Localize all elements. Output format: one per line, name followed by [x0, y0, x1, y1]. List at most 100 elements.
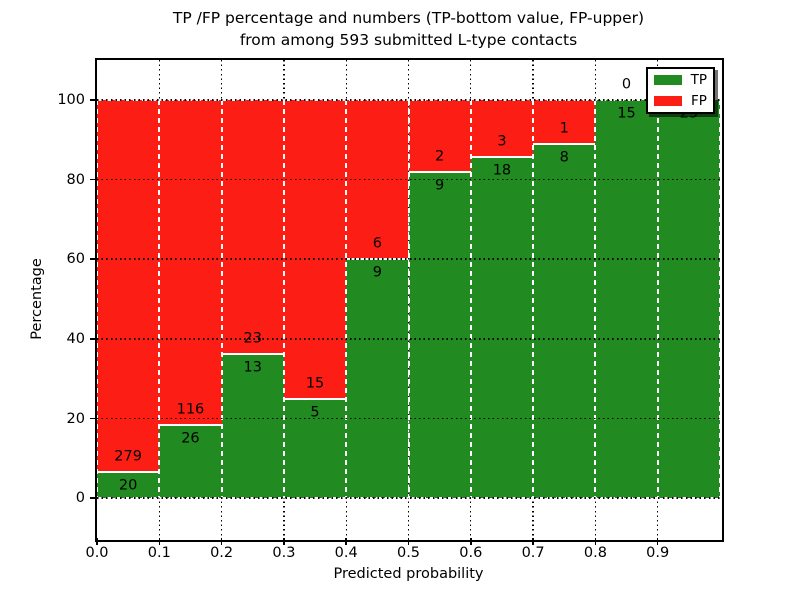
h-gridline — [97, 99, 720, 101]
bar-edge-separator — [158, 99, 161, 499]
y-tick-label: 0 — [75, 490, 85, 507]
legend-label-fp: FP — [691, 93, 707, 109]
x-tick-mark — [158, 538, 161, 545]
fp-bar-segment — [470, 99, 534, 157]
bar-edge-separator — [345, 99, 348, 499]
tp-bar-segment — [97, 471, 160, 499]
x-tick-label: 0.5 — [396, 545, 421, 561]
tp-bar-segment — [408, 172, 471, 499]
bar-boundary-edge — [533, 143, 596, 146]
fp-bar-segment — [533, 99, 596, 145]
tp-bar-segment — [221, 354, 284, 499]
x-tick-mark — [96, 538, 98, 545]
bar-edge-separator — [407, 99, 410, 499]
tp-count-label: 9 — [372, 264, 382, 281]
bar-boundary-edge — [221, 353, 284, 356]
x-tick-label: 0.1 — [147, 545, 171, 561]
fp-count-label: 0 — [621, 76, 632, 93]
fp-bar-segment — [221, 99, 284, 355]
tp-color-swatch — [654, 75, 682, 85]
y-tick-mark — [90, 497, 97, 499]
h-gridline — [97, 338, 720, 340]
h-gridline — [97, 497, 720, 499]
x-tick-mark — [283, 538, 285, 545]
tp-bar-segment — [283, 398, 347, 499]
fp-count-label: 15 — [305, 375, 325, 392]
bar-edge-separator — [656, 99, 659, 499]
bar-edge-separator — [532, 99, 535, 499]
legend: TP FP — [646, 67, 715, 114]
y-tick-mark — [90, 417, 97, 420]
h-gridline — [97, 178, 720, 181]
tp-count-label: 9 — [435, 177, 445, 194]
fp-bar-segment — [283, 99, 347, 399]
tp-bar-segment — [346, 259, 409, 499]
x-tick-label: 0.4 — [334, 545, 358, 561]
tp-count-label: 5 — [310, 404, 320, 421]
bar-edge-separator — [719, 99, 721, 499]
chart-title: TP /FP percentage and numbers (TP-bottom… — [172, 9, 645, 27]
bar-boundary-edge — [283, 397, 347, 400]
fp-count-label: 6 — [372, 235, 382, 252]
bar-edge-separator — [220, 99, 223, 499]
fp-count-label: 279 — [114, 448, 142, 465]
x-tick-label: 0.7 — [521, 545, 545, 561]
y-tick-mark — [90, 99, 97, 101]
bar-edge-separator — [282, 99, 285, 499]
y-tick-label: 100 — [57, 91, 85, 108]
x-tick-mark — [345, 538, 347, 545]
x-axis-label: Predicted probability — [333, 566, 484, 582]
chart-subtitle: from among 593 submitted L-type contacts — [239, 31, 578, 49]
tp-bar-segment — [657, 99, 720, 499]
tp-count-label: 15 — [617, 105, 636, 122]
x-tick-label: 0.2 — [210, 545, 234, 561]
y-tick-label: 40 — [66, 330, 85, 347]
x-tick-label: 0.6 — [459, 545, 483, 561]
fp-color-swatch — [654, 96, 682, 106]
fp-count-label: 23 — [243, 330, 262, 347]
y-tick-mark — [90, 258, 97, 260]
legend-item-fp: FP — [654, 94, 707, 108]
bar-edge-separator — [594, 99, 597, 499]
fp-count-label: 116 — [176, 401, 205, 418]
bar-edge-separator — [469, 99, 472, 499]
bar-boundary-edge — [159, 424, 222, 427]
y-tick-label: 20 — [66, 410, 85, 427]
fp-bar-segment — [159, 99, 222, 426]
chart-title-block: TP /FP percentage and numbers (TP-bottom… — [97, 7, 720, 51]
x-tick-label: 0.0 — [85, 545, 109, 561]
h-gridline — [97, 258, 720, 260]
fp-count-label: 1 — [559, 120, 569, 137]
bar-boundary-edge — [470, 155, 534, 158]
y-axis-label: Percentage — [29, 258, 45, 340]
tp-bar-segment — [470, 156, 534, 499]
fp-count-label: 3 — [497, 133, 507, 150]
x-tick-mark — [220, 538, 223, 545]
bar-edge-separator — [96, 99, 98, 499]
x-tick-label: 0.3 — [272, 545, 296, 561]
tp-count-label: 20 — [118, 477, 138, 494]
tp-count-label: 26 — [181, 430, 200, 447]
y-tick-label: 60 — [66, 251, 85, 268]
tp-bar-segment — [159, 425, 222, 499]
x-tick-mark — [407, 538, 410, 545]
x-tick-mark — [656, 538, 659, 545]
x-tick-label: 0.9 — [646, 545, 670, 561]
tp-count-label: 13 — [243, 359, 262, 376]
fp-bar-segment — [97, 99, 160, 472]
y-tick-mark — [90, 178, 97, 181]
tp-bar-segment — [595, 99, 658, 499]
y-tick-label: 80 — [66, 171, 85, 188]
x-tick-mark — [594, 538, 597, 545]
fp-bar-segment — [408, 99, 471, 173]
tp-count-label: 8 — [559, 149, 569, 166]
x-tick-mark — [532, 538, 534, 545]
y-tick-mark — [90, 338, 97, 340]
legend-item-tp: TP — [654, 73, 707, 87]
h-gridline — [97, 417, 720, 420]
bar-boundary-edge — [408, 171, 471, 174]
tp-bar-segment — [533, 144, 596, 499]
x-tick-mark — [470, 538, 472, 545]
tp-count-label: 18 — [492, 162, 512, 179]
